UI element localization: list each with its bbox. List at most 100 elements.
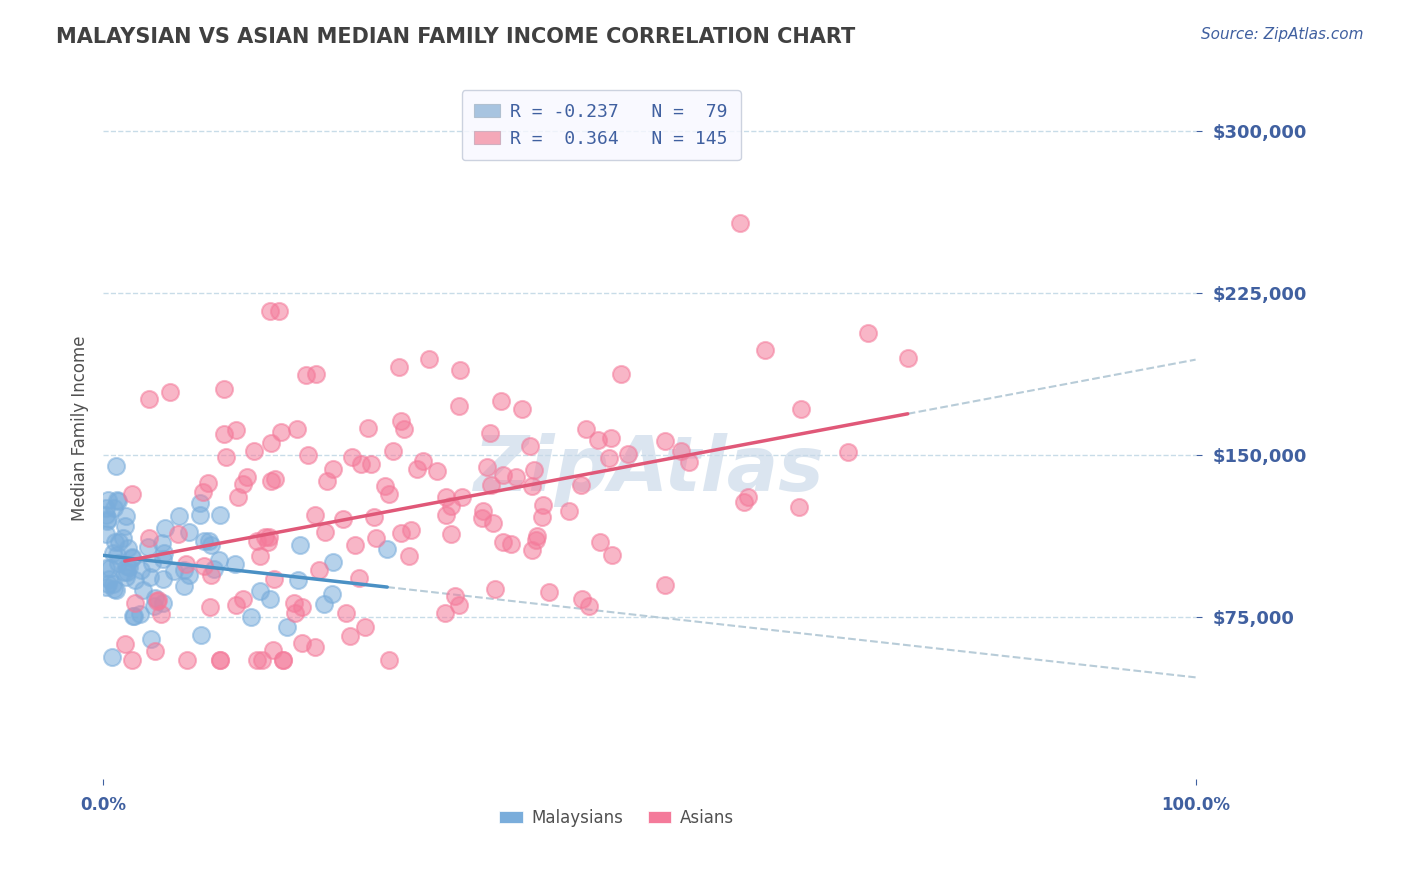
Point	[531, 498, 554, 512]
Point	[530, 510, 553, 524]
Point	[100, 650, 122, 665]
Point	[492, 467, 515, 482]
Point	[434, 606, 457, 620]
Point	[193, 534, 215, 549]
Point	[200, 568, 222, 582]
Point	[138, 531, 160, 545]
Point	[132, 582, 155, 597]
Point	[122, 608, 145, 623]
Point	[526, 529, 548, 543]
Point	[297, 448, 319, 462]
Point	[447, 599, 470, 613]
Point	[124, 596, 146, 610]
Point	[426, 464, 449, 478]
Point	[97, 512, 120, 526]
Point	[418, 351, 440, 366]
Point	[858, 326, 880, 340]
Point	[114, 508, 136, 523]
Point	[308, 563, 330, 577]
Point	[193, 558, 215, 573]
Point	[450, 490, 472, 504]
Point	[489, 394, 512, 409]
Point	[105, 583, 128, 598]
Point	[305, 367, 328, 381]
Point	[173, 579, 195, 593]
Point	[197, 475, 219, 490]
Point	[208, 552, 231, 566]
Point	[285, 421, 308, 435]
Point	[114, 637, 136, 651]
Point	[322, 555, 344, 569]
Point	[475, 459, 498, 474]
Point	[143, 599, 166, 613]
Point	[434, 508, 457, 522]
Point	[312, 597, 335, 611]
Point	[224, 558, 246, 572]
Point	[198, 534, 221, 549]
Point	[141, 557, 163, 571]
Point	[193, 484, 215, 499]
Point	[322, 461, 344, 475]
Point	[163, 565, 186, 579]
Point	[478, 426, 501, 441]
Point	[897, 351, 920, 365]
Point	[215, 450, 238, 465]
Point	[443, 590, 465, 604]
Point	[96, 527, 118, 541]
Point	[111, 531, 134, 545]
Point	[335, 606, 357, 620]
Point	[399, 524, 422, 538]
Point	[332, 512, 354, 526]
Point	[392, 422, 415, 436]
Point	[481, 516, 503, 531]
Point	[122, 609, 145, 624]
Point	[190, 628, 212, 642]
Point	[121, 653, 143, 667]
Point	[388, 359, 411, 374]
Point	[283, 596, 305, 610]
Point	[412, 454, 434, 468]
Point	[290, 538, 312, 552]
Point	[118, 560, 141, 574]
Point	[262, 642, 284, 657]
Point	[259, 304, 281, 318]
Point	[225, 598, 247, 612]
Point	[406, 462, 429, 476]
Point	[208, 653, 231, 667]
Text: Source: ZipAtlas.com: Source: ZipAtlas.com	[1201, 27, 1364, 42]
Point	[347, 571, 370, 585]
Point	[249, 584, 271, 599]
Point	[600, 548, 623, 562]
Point	[314, 524, 336, 539]
Point	[107, 556, 129, 570]
Point	[101, 546, 124, 560]
Point	[146, 593, 169, 607]
Point	[107, 535, 129, 549]
Point	[586, 433, 609, 447]
Point	[96, 508, 118, 522]
Point	[471, 504, 494, 518]
Point	[179, 567, 201, 582]
Point	[259, 591, 281, 606]
Point	[617, 447, 640, 461]
Point	[378, 653, 401, 667]
Point	[260, 474, 283, 488]
Point	[115, 559, 138, 574]
Point	[214, 382, 236, 396]
Point	[350, 458, 373, 472]
Point	[97, 577, 120, 591]
Point	[263, 572, 285, 586]
Point	[315, 474, 337, 488]
Point	[363, 510, 385, 524]
Point	[245, 533, 267, 548]
Point	[124, 574, 146, 588]
Point	[149, 607, 172, 622]
Point	[167, 509, 190, 524]
Point	[598, 451, 620, 466]
Point	[153, 546, 176, 560]
Point	[105, 493, 128, 508]
Point	[250, 653, 273, 667]
Point	[107, 548, 129, 562]
Point	[121, 550, 143, 565]
Point	[121, 550, 143, 565]
